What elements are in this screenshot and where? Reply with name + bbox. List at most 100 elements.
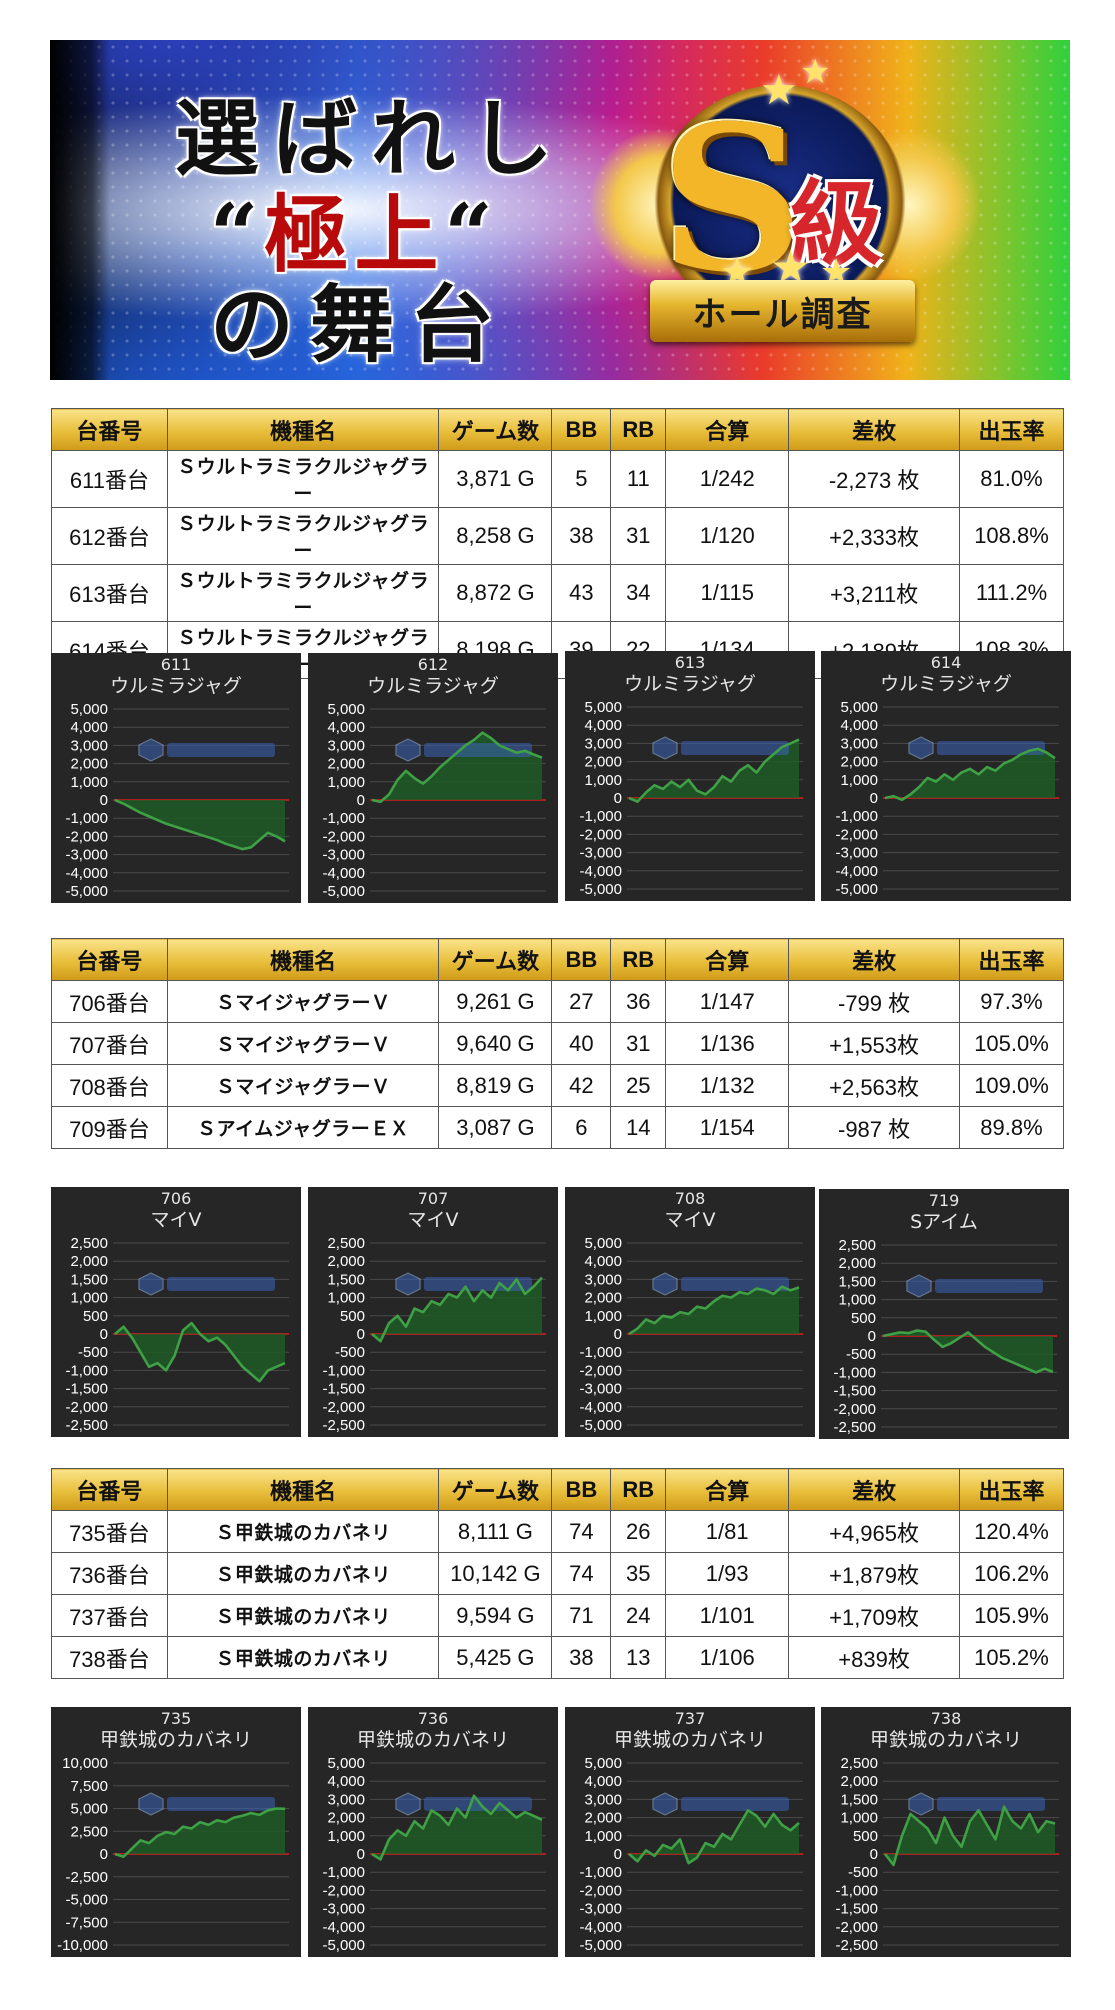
logo-hex-icon <box>906 1274 932 1298</box>
col-bb-cell: 38 <box>551 1636 612 1679</box>
chart-panel: 719 Sアイム 2,500 2,000 1,500 1,000 500 0 -500 -1,00… <box>819 1189 1069 1439</box>
y-tick-label: -2,000 <box>579 1362 622 1379</box>
col-diff-cell: +1,879枚 <box>788 1552 960 1595</box>
col-bb-header: BB <box>551 408 612 451</box>
col-diff-cell: +2,563枚 <box>788 1064 960 1107</box>
col-games-header: ゲーム数 <box>438 938 553 981</box>
series-area <box>885 748 1055 800</box>
series-area <box>115 1323 285 1382</box>
col-machine-name-header: 機種名 <box>166 408 440 451</box>
y-tick-label: -500 <box>846 1346 876 1363</box>
chart-subtitle: ウルミラジャグ <box>880 673 1012 695</box>
chart-title: 738 <box>931 1709 962 1728</box>
logo-hex-icon <box>652 1272 678 1296</box>
col-diff-cell: -2,273 枚 <box>788 450 960 508</box>
col-machine-name-cell: ＳマイジャグラーＶ <box>166 1022 440 1065</box>
col-total-cell: 1/93 <box>665 1552 790 1595</box>
col-diff-header: 差枚 <box>788 938 960 981</box>
y-tick-label: -4,000 <box>835 863 878 880</box>
star-icon: ★ <box>800 52 831 92</box>
emblem-s-letter: S <box>660 82 805 317</box>
col-total-cell: 1/242 <box>665 450 790 508</box>
col-rate-cell: 111.2% <box>959 564 1064 622</box>
y-tick-label: -4,000 <box>579 863 622 880</box>
y-tick-label: 4,000 <box>840 717 878 734</box>
col-machine-name-cell: Ｓ甲鉄城のカバネリ <box>166 1552 440 1595</box>
y-tick-label: 1,500 <box>840 1791 878 1808</box>
col-rb-header: RB <box>610 938 667 981</box>
y-tick-label: 500 <box>83 1308 108 1325</box>
col-rate-cell: 105.2% <box>958 1636 1065 1679</box>
y-tick-label: 2,000 <box>327 756 365 773</box>
y-tick-label: 2,000 <box>70 756 108 773</box>
chart-title: 719 <box>929 1191 960 1210</box>
y-tick-label: -5,000 <box>322 883 365 900</box>
logo-hex-icon <box>138 1792 164 1816</box>
series-line <box>114 798 286 851</box>
y-tick-label: 5,000 <box>840 699 878 716</box>
series-area <box>115 800 285 850</box>
logo-hex-icon <box>138 1272 164 1296</box>
col-machine-no-cell: 737番台 <box>51 1594 168 1637</box>
chart-subtitle: 甲鉄城のカバネリ <box>614 1729 766 1751</box>
col-bb-cell: 5 <box>551 450 612 508</box>
y-tick-label: 1,000 <box>840 772 878 789</box>
logo-hex-icon <box>138 738 164 762</box>
col-rb-cell: 14 <box>610 1106 667 1149</box>
col-machine-no-cell: 736番台 <box>51 1552 168 1595</box>
chart-subtitle: ウルミラジャグ <box>367 675 499 697</box>
y-tick-label: -1,000 <box>65 1362 108 1379</box>
y-tick-label: -2,000 <box>579 1882 622 1899</box>
quote-open: “ <box>210 185 265 284</box>
chart-panel: 736 甲鉄城のカバネリ 5,000 4,000 3,000 2,000 1,000 0 -1,… <box>308 1707 558 1957</box>
table-row: 735番台 Ｓ甲鉄城のカバネリ 8,111 G 74 26 1/81 +4,965枚 120.… <box>51 1510 1065 1553</box>
series-area <box>372 1795 542 1860</box>
col-machine-name-cell: ＳマイジャグラーＶ <box>166 980 440 1023</box>
y-tick-label: 2,500 <box>327 1235 365 1252</box>
y-tick-label: 3,000 <box>327 737 365 754</box>
chart-title: 612 <box>418 655 449 674</box>
y-tick-label: -1,000 <box>579 1344 622 1361</box>
y-tick-label: 0 <box>614 1326 622 1343</box>
s-rank-emblem: S 級 ★ ★ ★ ★ ★ ホール調査 <box>590 52 980 360</box>
y-tick-label: 0 <box>100 1326 108 1343</box>
table-row: 706番台 ＳマイジャグラーＶ 9,261 G 27 36 1/147 -799 枚 97.3… <box>51 980 1064 1023</box>
y-tick-label: -2,000 <box>65 828 108 845</box>
table-row: 709番台 ＳアイムジャグラーＥＸ 3,087 G 6 14 1/154 -987 枚 89.… <box>51 1106 1064 1149</box>
y-tick-label: 1,000 <box>584 772 622 789</box>
col-machine-no-cell: 708番台 <box>51 1064 168 1107</box>
y-tick-label: 4,000 <box>584 1773 622 1790</box>
col-games-cell: 8,819 G <box>438 1064 553 1107</box>
y-tick-label: -5,000 <box>579 881 622 898</box>
y-tick-label: -4,000 <box>579 1399 622 1416</box>
y-tick-label: 1,500 <box>327 1271 365 1288</box>
y-tick-label: 5,000 <box>584 1235 622 1252</box>
series-area <box>629 1810 799 1864</box>
y-tick-label: -10,000 <box>57 1937 108 1954</box>
col-rb-cell: 24 <box>610 1594 667 1637</box>
col-rb-cell: 26 <box>610 1510 667 1553</box>
logo-hex-icon <box>908 1792 934 1816</box>
col-rate-cell: 120.4% <box>958 1510 1065 1553</box>
series-line <box>628 1809 800 1865</box>
ribbon-label: ホール調査 <box>692 294 873 335</box>
y-tick-label: -4,000 <box>322 1919 365 1936</box>
y-tick-label: -2,500 <box>65 1869 108 1886</box>
col-diff-cell: -799 枚 <box>788 980 960 1023</box>
col-diff-cell: +839枚 <box>788 1636 960 1679</box>
y-tick-label: 2,000 <box>584 754 622 771</box>
col-games-cell: 8,258 G <box>438 507 553 565</box>
y-tick-label: 5,000 <box>327 1755 365 1772</box>
col-games-cell: 5,425 G <box>438 1636 553 1679</box>
col-rb-cell: 35 <box>610 1552 667 1595</box>
series-area <box>629 739 799 802</box>
emblem-kyu-text: 級 <box>790 170 883 278</box>
logo-hex-icon <box>652 1792 678 1816</box>
col-games-cell: 9,594 G <box>438 1594 553 1637</box>
table-header-row: 台番号 機種名 ゲーム数 BB RB 合算 差枚 出玉率 <box>51 938 1064 981</box>
col-diff-cell: +1,553枚 <box>788 1022 960 1065</box>
y-tick-label: 4,000 <box>327 719 365 736</box>
y-tick-label: 0 <box>357 1326 365 1343</box>
